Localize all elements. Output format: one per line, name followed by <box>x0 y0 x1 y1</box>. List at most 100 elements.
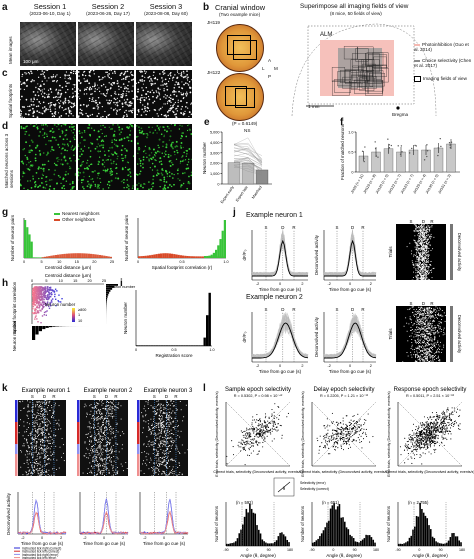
footprint-dot <box>23 117 25 118</box>
raster-dot <box>35 406 37 408</box>
matched-dot <box>102 124 104 127</box>
matched-dot <box>97 172 99 175</box>
raster-dot <box>94 438 95 440</box>
footprint-dot <box>130 79 133 81</box>
raster-dot <box>39 405 40 406</box>
raster-dot <box>97 433 99 435</box>
footprint-dot <box>121 103 124 105</box>
session-1-name: Session 1 <box>33 2 67 11</box>
matched-dot <box>169 154 172 157</box>
raster-dot <box>427 311 429 313</box>
raster-dot <box>27 426 29 428</box>
raster-dot <box>31 457 33 458</box>
raster-dot <box>417 270 419 272</box>
heat-cell <box>53 291 56 293</box>
raster-dot <box>26 451 28 453</box>
raster-dot <box>38 433 40 435</box>
matched-dot <box>70 146 72 148</box>
footprint-dot <box>20 83 23 86</box>
matched-dot <box>158 146 160 149</box>
heat-cell <box>39 286 42 288</box>
footprint-dot <box>175 113 178 115</box>
raster-dot <box>402 361 404 363</box>
raster-dot <box>434 342 436 344</box>
raster-dot <box>46 425 48 426</box>
matched-dot <box>79 155 81 157</box>
matched-dot <box>126 179 128 181</box>
footprint-dot <box>79 112 81 114</box>
raster-dot <box>50 459 52 461</box>
raster-dot <box>113 475 115 477</box>
raster-dot <box>436 350 438 352</box>
raster-dot <box>415 253 417 255</box>
raster-dot <box>422 241 424 243</box>
raster-dot <box>420 243 422 245</box>
footprint-dot <box>118 100 121 102</box>
raster-dot <box>35 430 37 431</box>
matched-dot <box>155 174 158 177</box>
footprint-dot <box>83 70 86 73</box>
raster-dot <box>422 342 424 344</box>
heat-cell <box>45 302 47 305</box>
heat-cell <box>37 309 39 312</box>
footprint-dot <box>167 74 169 77</box>
other-bar <box>184 255 187 258</box>
matched-dot <box>30 149 33 152</box>
matched-dot <box>128 168 131 170</box>
footprint-dot <box>139 98 142 101</box>
raster-dot <box>419 336 421 338</box>
matched-dot <box>182 182 185 185</box>
raster-dot <box>89 441 90 442</box>
raster-dot <box>430 351 432 353</box>
footprint-dot <box>110 83 113 86</box>
raster-dot <box>425 338 427 340</box>
footprint-dot <box>95 101 97 104</box>
raster-dot <box>417 264 419 266</box>
raster-dot <box>111 446 112 448</box>
mean-trace <box>252 239 308 277</box>
raster-dot <box>110 460 112 462</box>
heat-cell <box>37 321 39 323</box>
footprint-dot <box>62 101 64 104</box>
raster-dot <box>414 255 416 257</box>
matched-dot <box>103 135 106 138</box>
raster-dot <box>425 245 426 247</box>
heat-cell <box>42 294 45 297</box>
raster-dot <box>103 448 105 450</box>
epoch-label: R <box>361 307 364 312</box>
raster-dot <box>424 346 426 348</box>
raster-dot <box>428 225 430 227</box>
data-point <box>374 147 377 150</box>
raster-dot <box>416 258 418 260</box>
raster-dot <box>104 458 106 460</box>
raster-dot <box>39 468 41 470</box>
raster-dot <box>422 275 424 277</box>
raster-dot <box>40 429 42 431</box>
raster-dot <box>58 425 60 427</box>
raster-dot <box>93 466 95 468</box>
raster-dot <box>421 268 423 270</box>
bottom-hist-bar <box>49 326 53 328</box>
raster-dot <box>95 454 97 456</box>
raster-dot <box>421 326 423 328</box>
raster-dot <box>424 313 426 315</box>
matched-dot <box>60 163 62 165</box>
footprint-dot <box>64 108 66 110</box>
data-point <box>450 141 453 143</box>
raster-dot <box>20 409 22 411</box>
matched-dot <box>67 145 69 147</box>
raster-dot <box>422 259 424 261</box>
raster-dot <box>419 255 421 257</box>
raster-dot <box>424 260 426 262</box>
heat-cell <box>45 311 47 313</box>
raster-dot <box>85 434 87 436</box>
footprint-dot <box>160 84 162 86</box>
raster-dot <box>443 327 445 329</box>
raster-dot <box>38 438 40 440</box>
raster-dot <box>427 243 428 245</box>
raster-dot <box>100 414 102 416</box>
raster-dot <box>110 449 111 451</box>
heat-cell <box>36 286 38 288</box>
matched-dot <box>113 143 116 145</box>
raster-dot <box>26 442 28 444</box>
